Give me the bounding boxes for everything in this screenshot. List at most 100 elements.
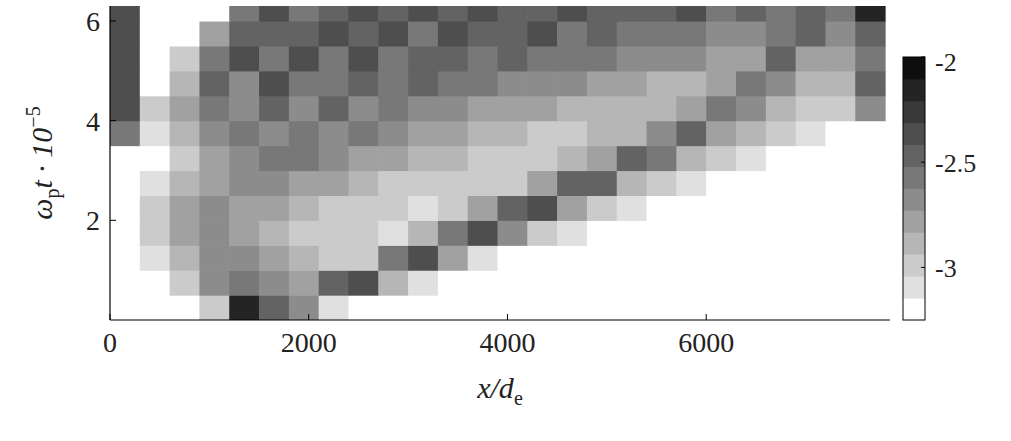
cell bbox=[587, 146, 617, 172]
cell bbox=[796, 270, 826, 296]
cell bbox=[527, 71, 557, 97]
cell bbox=[825, 71, 855, 97]
cell bbox=[855, 170, 885, 196]
cell bbox=[438, 21, 468, 47]
cell bbox=[796, 121, 826, 147]
cell bbox=[438, 295, 468, 320]
cell bbox=[825, 46, 855, 72]
cell bbox=[199, 6, 229, 22]
cell bbox=[259, 121, 289, 147]
cell bbox=[348, 195, 378, 221]
cell bbox=[110, 220, 140, 246]
cell bbox=[319, 71, 349, 97]
colorbar: -3-2.5-2 bbox=[903, 48, 976, 321]
cell bbox=[408, 295, 438, 320]
cell bbox=[408, 195, 438, 221]
cell bbox=[557, 121, 587, 147]
cell bbox=[796, 170, 826, 196]
cell bbox=[199, 295, 229, 320]
cell bbox=[140, 170, 170, 196]
x-tick bbox=[308, 314, 309, 320]
cell bbox=[378, 295, 408, 320]
cell bbox=[617, 270, 647, 296]
cell bbox=[289, 170, 319, 196]
cell bbox=[199, 170, 229, 196]
colorbar-tick-label: -3 bbox=[935, 254, 957, 283]
cell bbox=[348, 146, 378, 172]
y-tick-label: 4 bbox=[86, 106, 100, 137]
cell bbox=[319, 245, 349, 271]
cell bbox=[378, 170, 408, 196]
cell bbox=[229, 6, 259, 22]
cell bbox=[229, 146, 259, 172]
cell bbox=[140, 146, 170, 172]
cell bbox=[706, 245, 736, 271]
cell bbox=[438, 245, 468, 271]
cell bbox=[557, 71, 587, 97]
cell bbox=[766, 295, 796, 320]
colorbar-step bbox=[903, 232, 925, 254]
cell bbox=[647, 71, 677, 97]
cell bbox=[527, 96, 557, 122]
cell bbox=[736, 96, 766, 122]
cell bbox=[140, 21, 170, 47]
cell bbox=[348, 270, 378, 296]
cell bbox=[110, 195, 140, 221]
x-tick bbox=[110, 314, 111, 320]
colorbar-tick bbox=[921, 162, 925, 163]
colorbar-tick-label: -2 bbox=[935, 48, 957, 77]
cell bbox=[647, 21, 677, 47]
cell bbox=[676, 6, 706, 22]
cell bbox=[170, 170, 200, 196]
cell bbox=[736, 245, 766, 271]
cell bbox=[170, 195, 200, 221]
cell bbox=[110, 295, 140, 320]
cell bbox=[825, 270, 855, 296]
cell bbox=[706, 220, 736, 246]
cell bbox=[676, 270, 706, 296]
cell bbox=[110, 245, 140, 271]
colorbar-tick bbox=[921, 57, 925, 58]
cell bbox=[796, 21, 826, 47]
cell bbox=[557, 195, 587, 221]
cell bbox=[647, 220, 677, 246]
cell bbox=[676, 121, 706, 147]
cell bbox=[319, 295, 349, 320]
cell bbox=[557, 270, 587, 296]
cell bbox=[527, 245, 557, 271]
cell bbox=[706, 195, 736, 221]
cell bbox=[199, 146, 229, 172]
cell bbox=[766, 46, 796, 72]
cell bbox=[557, 170, 587, 196]
x-axis-title: x/de bbox=[476, 371, 523, 409]
cell bbox=[229, 195, 259, 221]
cell bbox=[199, 96, 229, 122]
cell bbox=[706, 170, 736, 196]
cell bbox=[527, 6, 557, 22]
cell bbox=[825, 220, 855, 246]
cell bbox=[736, 46, 766, 72]
cell bbox=[676, 46, 706, 72]
cell bbox=[796, 220, 826, 246]
cell bbox=[319, 195, 349, 221]
colorbar-tick bbox=[921, 267, 925, 268]
y-axis-title-part: −5 bbox=[22, 106, 44, 127]
cell bbox=[378, 6, 408, 22]
cell bbox=[796, 195, 826, 221]
cell bbox=[199, 270, 229, 296]
cell bbox=[170, 295, 200, 320]
cell bbox=[647, 170, 677, 196]
cell bbox=[676, 245, 706, 271]
cell bbox=[408, 245, 438, 271]
cell bbox=[825, 96, 855, 122]
cell bbox=[706, 146, 736, 172]
cell bbox=[438, 220, 468, 246]
cell bbox=[319, 146, 349, 172]
cell bbox=[617, 6, 647, 22]
cell bbox=[348, 121, 378, 147]
colorbar-frame bbox=[903, 57, 925, 320]
cell bbox=[438, 170, 468, 196]
cell bbox=[676, 195, 706, 221]
cell bbox=[468, 220, 498, 246]
colorbar-step bbox=[903, 57, 925, 79]
